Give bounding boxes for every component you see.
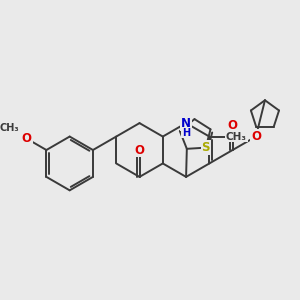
Text: S: S [202,141,210,154]
Text: CH₃: CH₃ [226,132,247,142]
Text: H: H [182,128,190,137]
Text: CH₃: CH₃ [0,124,19,134]
Text: O: O [134,143,145,157]
Text: N: N [181,117,191,130]
Text: O: O [22,132,32,145]
Text: O: O [251,130,261,143]
Text: O: O [228,119,238,132]
